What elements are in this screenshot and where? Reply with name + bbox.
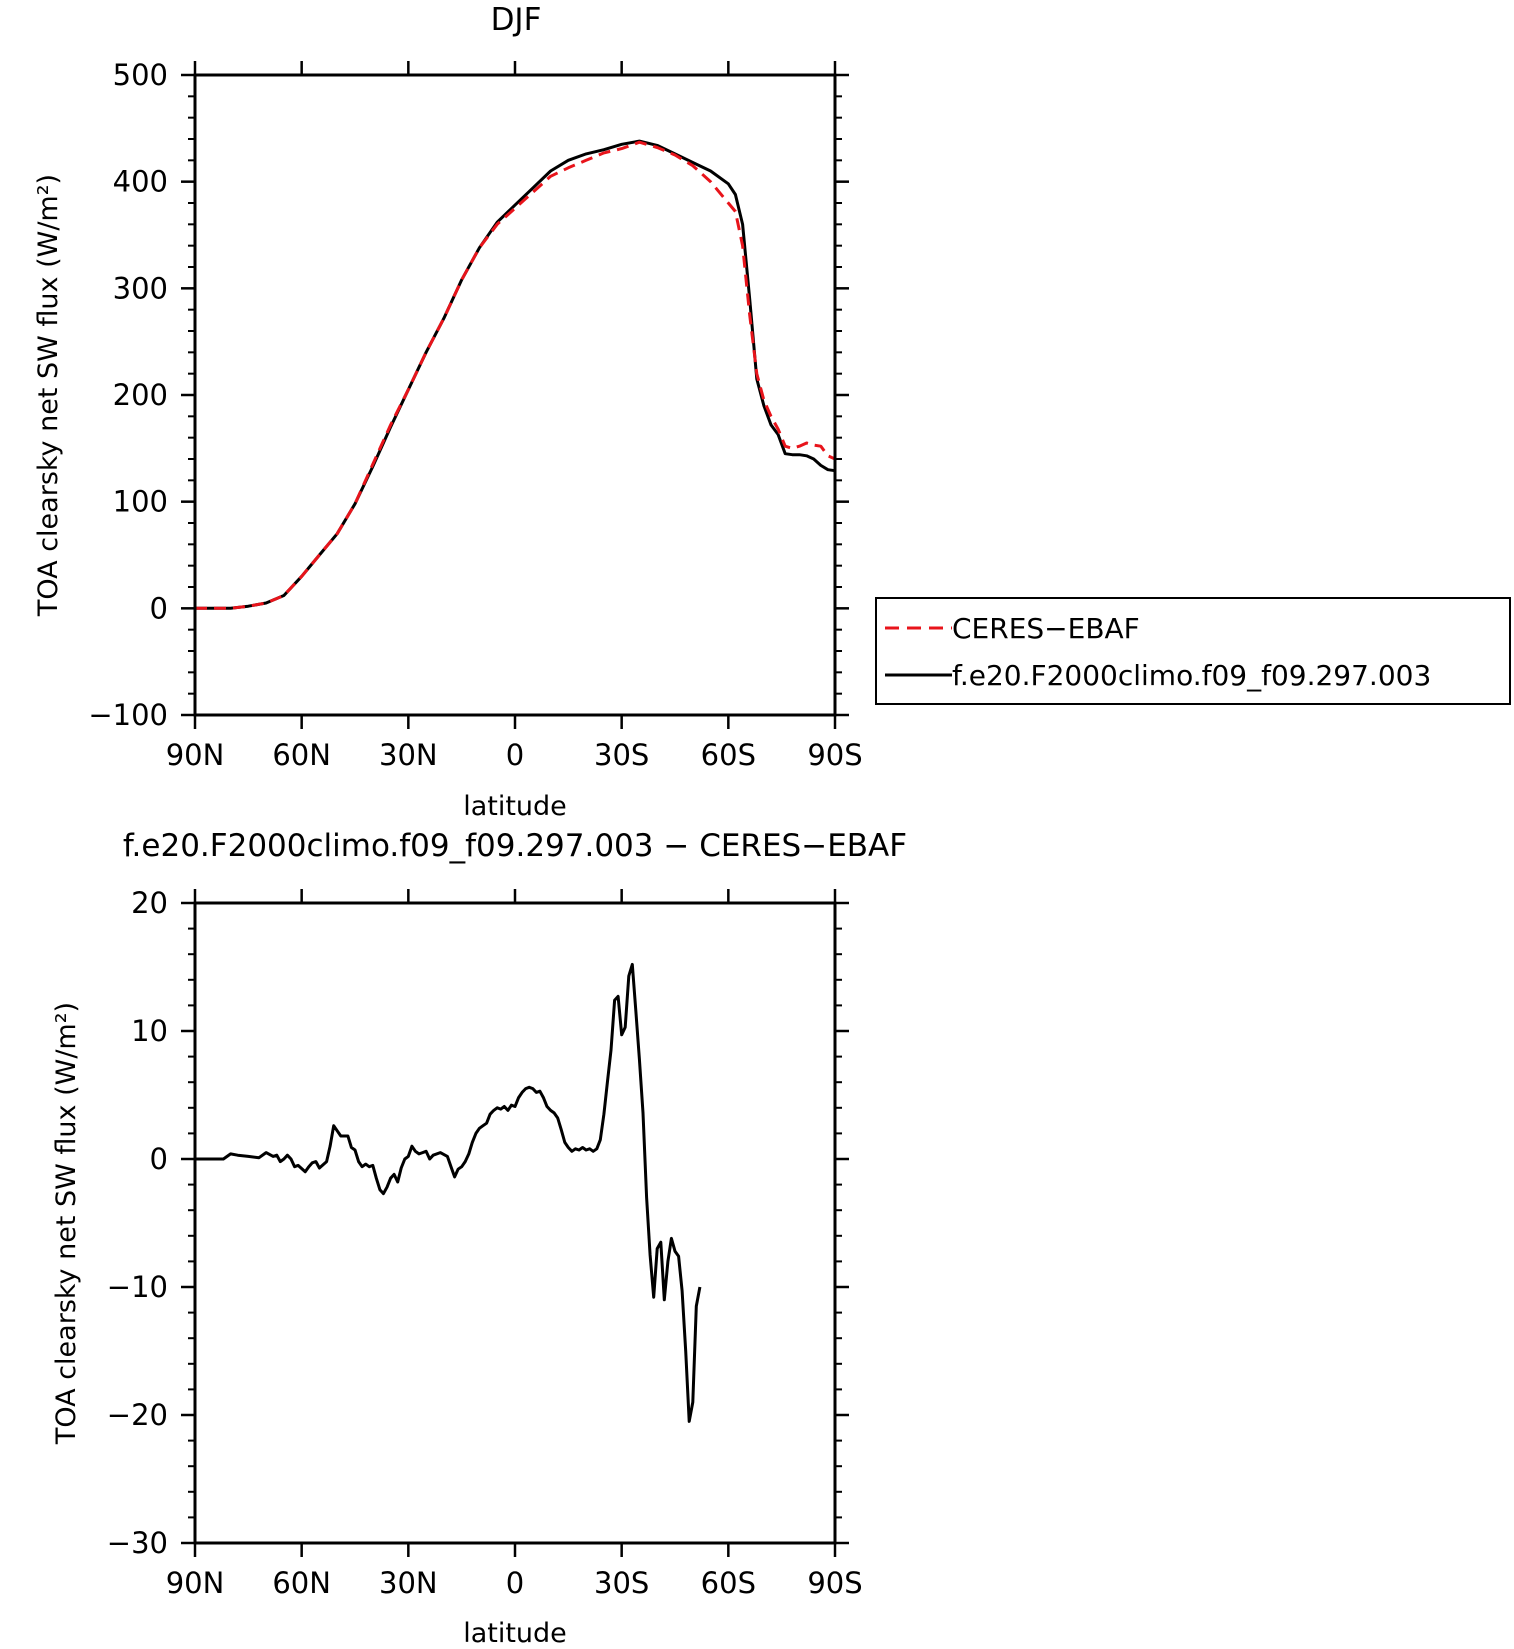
top-y-axis-label: TOA clearsky net SW flux (W/m²)	[33, 174, 64, 617]
legend-box	[875, 597, 1511, 705]
top-y-tick-label: 400	[113, 165, 168, 199]
top-x-tick-label: 60N	[272, 738, 331, 772]
bottom-y-tick-label: −10	[107, 1270, 168, 1304]
top-x-axis-label: latitude	[463, 791, 567, 822]
top-y-tick-label: 500	[113, 58, 168, 92]
bottom-y-tick-label: −30	[107, 1526, 168, 1560]
top-x-tick-label: 90N	[166, 738, 225, 772]
top-chart-title: DJF	[491, 2, 542, 38]
top-tick-marks	[181, 61, 849, 729]
top-series-group	[195, 139, 836, 610]
top-series-line-1	[195, 139, 836, 610]
bottom-panel: f.e20.F2000climo.f09_f09.297.003 − CERES…	[51, 828, 907, 1649]
top-y-tick-label: −100	[88, 698, 168, 732]
bottom-x-tick-label: 90S	[807, 1566, 862, 1600]
top-x-tick-label: 90S	[807, 738, 862, 772]
top-panel: DJF −100 0 100 200 300 400 500 90N 60N 30N 0 30S 60…	[33, 2, 1511, 822]
bottom-x-tick-label: 0	[506, 1566, 524, 1600]
top-y-tick-labels: −100 0 100 200 300 400 500	[88, 58, 168, 732]
top-x-tick-labels: 90N 60N 30N 0 30S 60S 90S	[166, 738, 863, 772]
top-plot-frame	[193, 73, 837, 717]
bottom-x-tick-label: 60N	[272, 1566, 331, 1600]
legend: CERES−EBAF f.e20.F2000climo.f09_f09.297.…	[875, 597, 1511, 705]
bottom-tick-marks	[181, 889, 849, 1557]
bottom-y-tick-label: 0	[150, 1142, 168, 1176]
top-series-line-0	[195, 140, 836, 610]
bottom-x-tick-label: 30N	[379, 1566, 438, 1600]
bottom-series-group	[195, 962, 702, 1423]
top-y-tick-label: 100	[113, 485, 168, 519]
top-y-tick-label: 300	[113, 271, 168, 305]
top-x-tick-label: 0	[506, 738, 524, 772]
top-x-tick-label: 30S	[594, 738, 649, 772]
bottom-y-tick-label: 10	[131, 1014, 168, 1048]
bottom-series-line-0	[195, 962, 702, 1423]
top-x-tick-label: 60S	[701, 738, 756, 772]
bottom-y-tick-labels: −30 −20 −10 0 10 20	[107, 886, 168, 1560]
bottom-y-axis-label: TOA clearsky net SW flux (W/m²)	[51, 1002, 82, 1445]
bottom-y-tick-label: −20	[107, 1398, 168, 1432]
bottom-x-tick-label: 30S	[594, 1566, 649, 1600]
bottom-x-tick-label: 60S	[701, 1566, 756, 1600]
bottom-x-axis-label: latitude	[463, 1618, 567, 1649]
top-y-tick-label: 200	[113, 378, 168, 412]
bottom-chart-title: f.e20.F2000climo.f09_f09.297.003 − CERES…	[123, 828, 907, 864]
top-x-tick-label: 30N	[379, 738, 438, 772]
bottom-y-tick-label: 20	[131, 886, 168, 920]
bottom-x-tick-label: 90N	[166, 1566, 225, 1600]
legend-label-ceres: CERES−EBAF	[952, 612, 1140, 645]
bottom-x-tick-labels: 90N 60N 30N 0 30S 60S 90S	[166, 1566, 863, 1600]
bottom-plot-frame	[193, 901, 837, 1545]
top-y-tick-label: 0	[150, 591, 168, 625]
legend-label-model: f.e20.F2000climo.f09_f09.297.003	[952, 659, 1431, 692]
